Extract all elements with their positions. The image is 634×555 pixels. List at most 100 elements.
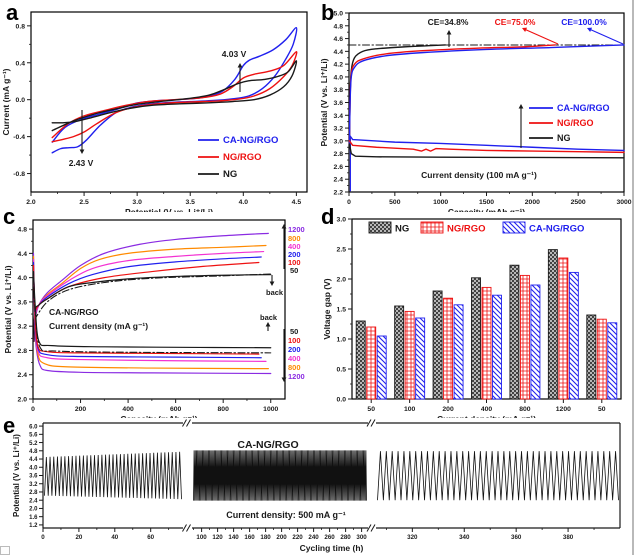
svg-text:4.8: 4.8 bbox=[18, 227, 28, 234]
svg-text:50: 50 bbox=[367, 406, 375, 413]
svg-text:600: 600 bbox=[170, 406, 182, 413]
svg-text:5.0: 5.0 bbox=[334, 11, 344, 18]
svg-text:2.5: 2.5 bbox=[79, 199, 89, 206]
svg-text:2.0: 2.0 bbox=[29, 507, 38, 513]
svg-text:100: 100 bbox=[404, 406, 416, 413]
svg-text:Current density: 500 mA g⁻¹: Current density: 500 mA g⁻¹ bbox=[226, 510, 345, 520]
panel-e-cycling-stability: 1.2 1.6 2.0 2.4 2.8 3.2 3.6 4.0 4.4 4.8 5.2 5.6 6.0 P… bbox=[0, 415, 632, 555]
svg-text:CA-NG/RGO: CA-NG/RGO bbox=[49, 307, 99, 317]
svg-text:4.4: 4.4 bbox=[334, 49, 344, 56]
svg-text:400: 400 bbox=[288, 354, 301, 363]
svg-text:Potential (V vs. Li⁺/Li): Potential (V vs. Li⁺/Li) bbox=[12, 434, 21, 517]
svg-text:0.0: 0.0 bbox=[16, 97, 26, 104]
svg-text:800: 800 bbox=[519, 406, 531, 413]
svg-text:2.4: 2.4 bbox=[29, 498, 38, 504]
svg-text:3.4: 3.4 bbox=[334, 113, 344, 120]
svg-text:4.0: 4.0 bbox=[239, 199, 249, 206]
svg-text:50: 50 bbox=[290, 327, 298, 336]
svg-text:back: back bbox=[266, 288, 284, 297]
svg-text:0.8: 0.8 bbox=[16, 23, 26, 30]
svg-text:0.5: 0.5 bbox=[337, 367, 347, 374]
svg-text:0: 0 bbox=[347, 199, 351, 206]
svg-text:4.6: 4.6 bbox=[334, 36, 344, 43]
svg-text:1.6: 1.6 bbox=[29, 515, 38, 521]
svg-text:2.4: 2.4 bbox=[18, 372, 28, 379]
svg-text:2.0: 2.0 bbox=[26, 199, 36, 206]
svg-text:800: 800 bbox=[288, 363, 301, 372]
svg-text:2.43 V: 2.43 V bbox=[69, 158, 94, 168]
svg-text:400: 400 bbox=[481, 406, 493, 413]
svg-text:3.8: 3.8 bbox=[334, 87, 344, 94]
svg-text:60: 60 bbox=[147, 534, 154, 541]
svg-text:0: 0 bbox=[41, 534, 45, 541]
svg-text:160: 160 bbox=[244, 534, 255, 541]
svg-text:CA-NG/RGO: CA-NG/RGO bbox=[557, 103, 610, 113]
svg-text:1000: 1000 bbox=[433, 199, 448, 206]
svg-text:100: 100 bbox=[288, 336, 301, 345]
panel-b-charge-discharge: 2.2 2.4 2.6 2.8 3.0 3.2 3.4 3.6 3.8 4.0 4.2 4.4 4.6 4… bbox=[317, 0, 632, 213]
svg-text:1200: 1200 bbox=[288, 372, 305, 381]
svg-text:400: 400 bbox=[288, 242, 301, 251]
svg-text:800: 800 bbox=[288, 234, 301, 243]
voltage-gap-bar-chart: 0.0 0.5 1.0 1.5 2.0 2.5 3.0 Voltage gap (V) 50 10… bbox=[322, 217, 622, 418]
svg-text:CE=100.0%: CE=100.0% bbox=[561, 17, 607, 27]
svg-text:280: 280 bbox=[340, 534, 351, 541]
svg-text:-0.4: -0.4 bbox=[13, 134, 25, 141]
svg-text:20: 20 bbox=[75, 534, 82, 541]
svg-text:4.8: 4.8 bbox=[334, 23, 344, 30]
svg-text:1.5: 1.5 bbox=[337, 307, 347, 314]
svg-text:5.2: 5.2 bbox=[29, 441, 38, 447]
svg-text:3.2: 3.2 bbox=[29, 482, 38, 488]
svg-text:140: 140 bbox=[228, 534, 239, 541]
svg-text:220: 220 bbox=[292, 534, 303, 541]
svg-text:CE=75.0%: CE=75.0% bbox=[495, 17, 536, 27]
svg-text:200: 200 bbox=[288, 345, 301, 354]
svg-text:0.0: 0.0 bbox=[337, 397, 347, 404]
svg-text:300: 300 bbox=[356, 534, 367, 541]
svg-text:Capacity (mAh g⁻¹): Capacity (mAh g⁻¹) bbox=[120, 414, 197, 418]
svg-text:Current (mA g⁻¹): Current (mA g⁻¹) bbox=[1, 68, 11, 135]
cycling-stability-chart: 1.2 1.6 2.0 2.4 2.8 3.2 3.6 4.0 4.4 4.8 5.2 5.6 6.0 P… bbox=[12, 419, 621, 553]
svg-text:3.6: 3.6 bbox=[334, 100, 344, 107]
svg-text:CA-NG/RGO: CA-NG/RGO bbox=[237, 439, 298, 451]
svg-text:1200: 1200 bbox=[288, 225, 305, 234]
svg-text:Current density (mA g⁻¹): Current density (mA g⁻¹) bbox=[437, 414, 536, 418]
svg-text:200: 200 bbox=[276, 534, 287, 541]
svg-text:NG/RGO: NG/RGO bbox=[557, 118, 594, 128]
svg-text:CA-NG/RGO: CA-NG/RGO bbox=[529, 224, 584, 235]
svg-text:4.2: 4.2 bbox=[334, 62, 344, 69]
svg-text:40: 40 bbox=[111, 534, 118, 541]
svg-text:400: 400 bbox=[122, 406, 134, 413]
svg-text:4.4: 4.4 bbox=[18, 251, 28, 258]
svg-text:380: 380 bbox=[563, 534, 574, 541]
svg-text:NG: NG bbox=[557, 133, 571, 143]
panel-label-b: b bbox=[321, 0, 335, 25]
svg-text:Potential (V vs. Li⁺/Li): Potential (V vs. Li⁺/Li) bbox=[3, 265, 13, 353]
corner-artifact bbox=[0, 546, 10, 555]
svg-text:Voltage gap (V): Voltage gap (V) bbox=[322, 278, 332, 339]
svg-text:3.0: 3.0 bbox=[334, 138, 344, 145]
svg-text:CA-NG/RGO: CA-NG/RGO bbox=[223, 135, 278, 146]
svg-text:500: 500 bbox=[389, 199, 401, 206]
svg-text:NG: NG bbox=[395, 224, 409, 235]
svg-text:100: 100 bbox=[288, 258, 301, 267]
panel-label-a: a bbox=[6, 0, 19, 25]
svg-text:3.5: 3.5 bbox=[186, 199, 196, 206]
svg-text:260: 260 bbox=[324, 534, 335, 541]
svg-text:200: 200 bbox=[442, 406, 454, 413]
svg-text:3000: 3000 bbox=[616, 199, 631, 206]
svg-text:Current density (mA g⁻¹): Current density (mA g⁻¹) bbox=[49, 321, 148, 331]
svg-text:2.0: 2.0 bbox=[18, 397, 28, 404]
svg-text:NG/RGO: NG/RGO bbox=[447, 224, 486, 235]
svg-text:0.4: 0.4 bbox=[16, 60, 26, 67]
svg-text:320: 320 bbox=[407, 534, 418, 541]
panel-d-voltage-gap: 0.0 0.5 1.0 1.5 2.0 2.5 3.0 Voltage gap (V) 50 10… bbox=[317, 205, 632, 418]
svg-text:Potential (V vs. Li⁺/Li): Potential (V vs. Li⁺/Li) bbox=[125, 207, 213, 212]
svg-text:800: 800 bbox=[218, 406, 230, 413]
svg-text:2000: 2000 bbox=[525, 199, 540, 206]
svg-text:4.8: 4.8 bbox=[29, 449, 38, 455]
svg-text:back: back bbox=[260, 313, 278, 322]
svg-text:240: 240 bbox=[308, 534, 319, 541]
panel-label-d: d bbox=[321, 204, 335, 229]
